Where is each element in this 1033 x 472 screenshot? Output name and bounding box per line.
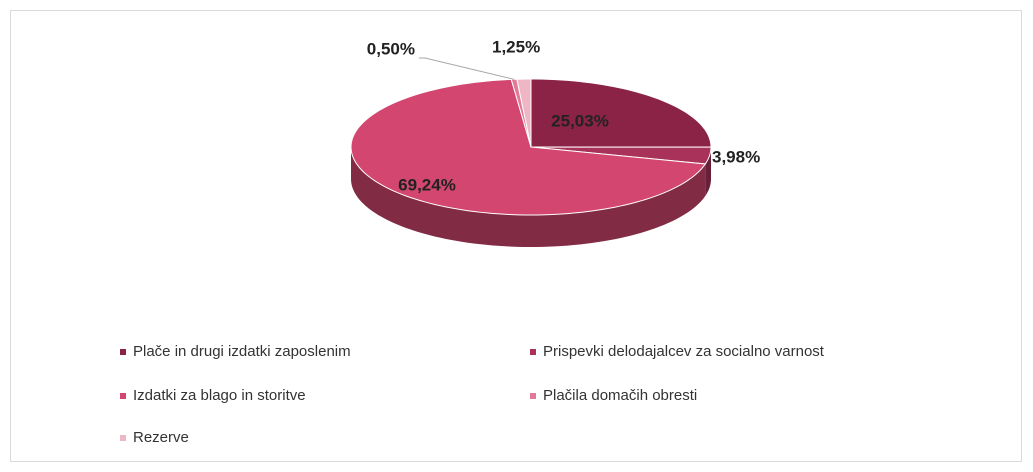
legend-swatch (120, 393, 126, 399)
legend-swatch (530, 349, 536, 355)
legend-swatch (530, 393, 536, 399)
slice-side (705, 147, 711, 196)
leader-line (419, 57, 515, 80)
slice (516, 78, 532, 148)
legend-label: Izdatki za blago in storitve (133, 387, 306, 404)
slice (350, 78, 707, 216)
slice (530, 78, 712, 148)
legend-label: Plače in drugi izdatki zaposlenim (133, 343, 351, 360)
value-label: 1,25% (492, 37, 540, 56)
legend-label: Plačila domačih obresti (543, 387, 697, 404)
legend-swatch (120, 435, 126, 441)
slice-side (351, 147, 706, 247)
legend-label: Rezerve (133, 429, 189, 446)
value-label: 69,24% (398, 175, 456, 194)
value-label: 3,98% (712, 147, 760, 166)
value-label: 25,03% (551, 111, 609, 130)
legend-swatch (120, 349, 126, 355)
legend-label: Prispevki delodajalcev za socialno varno… (543, 343, 825, 360)
value-label: 0,50% (367, 39, 415, 58)
